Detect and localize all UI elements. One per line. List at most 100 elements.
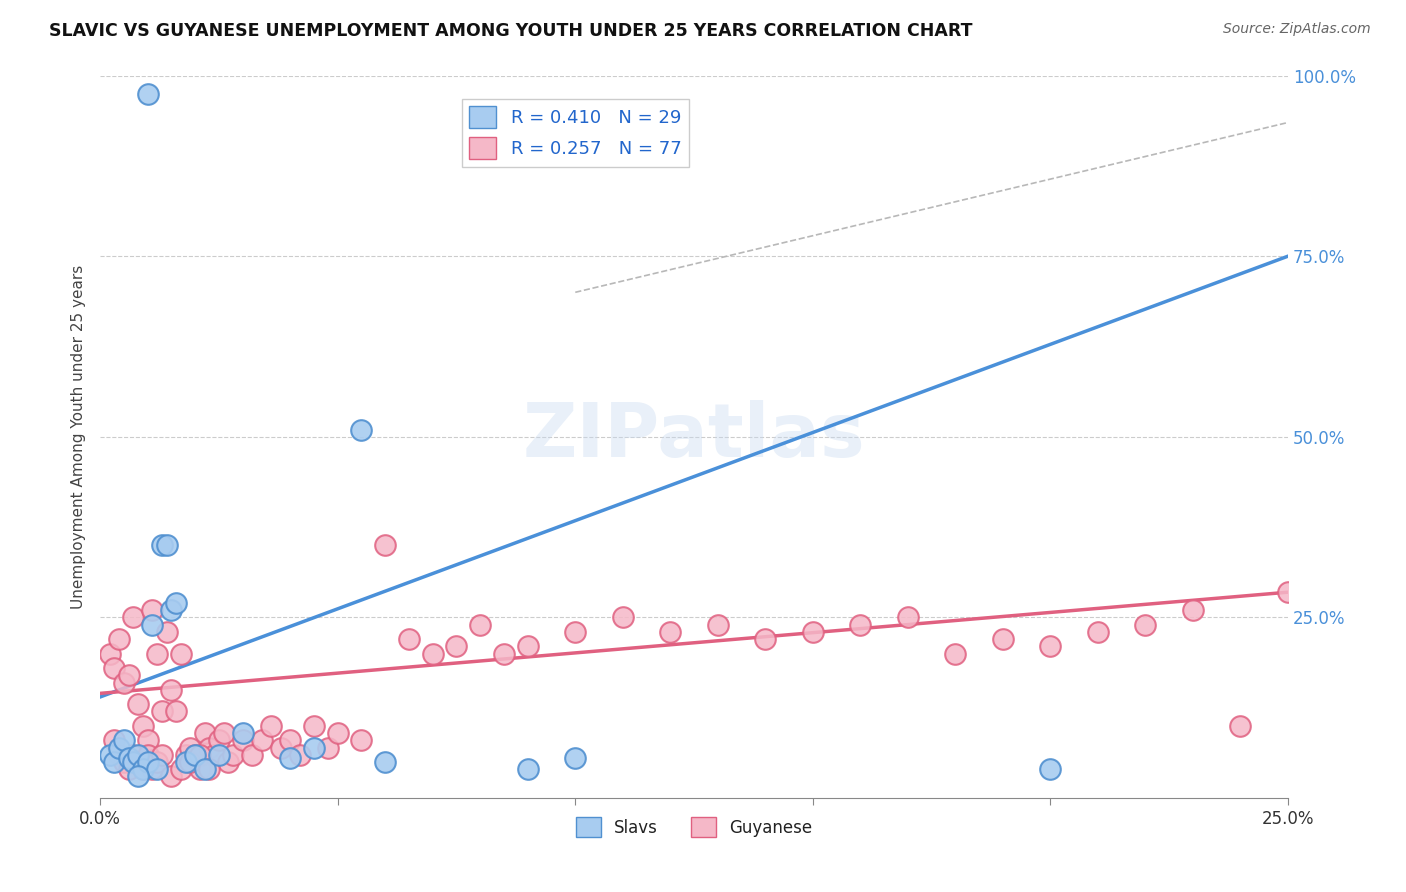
Point xyxy=(564,751,586,765)
Point xyxy=(188,747,211,762)
Point xyxy=(302,740,325,755)
Point xyxy=(707,617,730,632)
Point xyxy=(350,733,373,747)
Point xyxy=(208,747,231,762)
Point xyxy=(222,747,245,762)
Point xyxy=(103,733,125,747)
Point xyxy=(250,733,273,747)
Point xyxy=(1039,640,1062,654)
Point xyxy=(208,733,231,747)
Point xyxy=(198,762,221,776)
Point xyxy=(1039,762,1062,776)
Point xyxy=(136,733,159,747)
Point xyxy=(141,762,163,776)
Point xyxy=(127,697,149,711)
Text: SLAVIC VS GUYANESE UNEMPLOYMENT AMONG YOUTH UNDER 25 YEARS CORRELATION CHART: SLAVIC VS GUYANESE UNEMPLOYMENT AMONG YO… xyxy=(49,22,973,40)
Point xyxy=(564,624,586,639)
Point xyxy=(132,762,155,776)
Point xyxy=(801,624,824,639)
Point xyxy=(127,755,149,769)
Point xyxy=(170,647,193,661)
Point xyxy=(278,751,301,765)
Point xyxy=(232,733,254,747)
Point xyxy=(132,762,155,776)
Point xyxy=(150,538,173,552)
Point xyxy=(278,733,301,747)
Point xyxy=(174,747,197,762)
Point xyxy=(198,740,221,755)
Point xyxy=(174,755,197,769)
Point xyxy=(170,762,193,776)
Point xyxy=(112,675,135,690)
Point xyxy=(150,705,173,719)
Point xyxy=(945,647,967,661)
Point xyxy=(108,747,131,762)
Point xyxy=(141,617,163,632)
Point xyxy=(136,755,159,769)
Point xyxy=(103,755,125,769)
Point xyxy=(98,647,121,661)
Point xyxy=(127,747,149,762)
Point xyxy=(127,769,149,783)
Point xyxy=(117,762,139,776)
Point xyxy=(146,647,169,661)
Point xyxy=(146,762,169,776)
Point xyxy=(122,747,145,762)
Point xyxy=(659,624,682,639)
Point xyxy=(212,726,235,740)
Point xyxy=(260,719,283,733)
Point xyxy=(232,726,254,740)
Point xyxy=(179,740,201,755)
Point xyxy=(136,747,159,762)
Point xyxy=(1181,603,1204,617)
Point xyxy=(326,726,349,740)
Point xyxy=(350,423,373,437)
Point xyxy=(112,755,135,769)
Point xyxy=(132,719,155,733)
Point xyxy=(516,640,538,654)
Point xyxy=(112,733,135,747)
Point xyxy=(122,610,145,624)
Text: Source: ZipAtlas.com: Source: ZipAtlas.com xyxy=(1223,22,1371,37)
Point xyxy=(754,632,776,647)
Point xyxy=(612,610,634,624)
Point xyxy=(108,740,131,755)
Text: ZIPatlas: ZIPatlas xyxy=(523,401,865,474)
Point xyxy=(240,747,263,762)
Point xyxy=(160,603,183,617)
Point xyxy=(108,632,131,647)
Point xyxy=(398,632,420,647)
Point xyxy=(184,747,207,762)
Point xyxy=(98,747,121,762)
Point xyxy=(1229,719,1251,733)
Point xyxy=(165,596,187,610)
Point xyxy=(492,647,515,661)
Point xyxy=(160,682,183,697)
Point xyxy=(470,617,492,632)
Point xyxy=(122,755,145,769)
Point xyxy=(316,740,339,755)
Point xyxy=(849,617,872,632)
Point xyxy=(516,762,538,776)
Point xyxy=(374,755,396,769)
Point xyxy=(165,705,187,719)
Point xyxy=(194,726,217,740)
Point xyxy=(146,755,169,769)
Point xyxy=(117,668,139,682)
Point xyxy=(188,762,211,776)
Point xyxy=(374,538,396,552)
Point xyxy=(897,610,920,624)
Point xyxy=(422,647,444,661)
Point xyxy=(1277,585,1299,599)
Point xyxy=(160,769,183,783)
Point xyxy=(1087,624,1109,639)
Point xyxy=(446,640,468,654)
Point xyxy=(1135,617,1157,632)
Point xyxy=(117,751,139,765)
Y-axis label: Unemployment Among Youth under 25 years: Unemployment Among Youth under 25 years xyxy=(72,265,86,609)
Point xyxy=(184,747,207,762)
Point xyxy=(136,87,159,101)
Point xyxy=(141,603,163,617)
Point xyxy=(179,755,201,769)
Point xyxy=(156,538,179,552)
